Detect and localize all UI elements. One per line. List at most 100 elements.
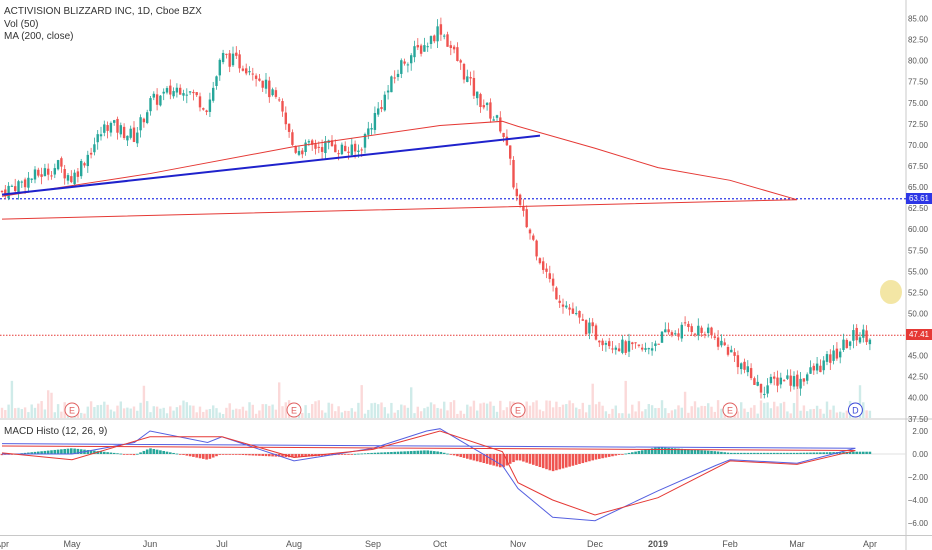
earnings-marker[interactable] — [64, 402, 80, 418]
macd-histogram-bar — [664, 447, 667, 454]
candle-body — [713, 336, 716, 338]
price-tick-label: 72.50 — [908, 120, 929, 129]
volume-bar — [551, 407, 555, 418]
macd-histogram-bar — [182, 454, 185, 455]
earnings-marker[interactable] — [286, 402, 302, 418]
candle-body — [697, 325, 700, 336]
macd-histogram-bar — [409, 451, 413, 454]
candle-body — [334, 144, 337, 153]
candle-body — [683, 322, 687, 324]
macd-histogram-bar — [33, 451, 37, 454]
volume-bar — [400, 404, 403, 418]
candle-body — [720, 340, 723, 346]
support-price-tag: 63.61 — [906, 193, 932, 204]
candle-body — [192, 91, 195, 94]
candle-body — [779, 377, 782, 385]
candle-body — [195, 92, 198, 96]
macd-histogram-bar — [159, 450, 162, 454]
macd-histogram-bar — [0, 454, 4, 456]
candle-body — [654, 343, 657, 346]
volume-bar — [370, 403, 373, 418]
candle-body — [390, 76, 393, 93]
time-tick-label: Mar — [789, 539, 805, 549]
volume-bar — [383, 407, 386, 418]
macd-histogram-bar — [489, 454, 492, 465]
earnings-marker[interactable] — [510, 402, 526, 418]
volume-bar — [842, 412, 845, 418]
candle-body — [842, 339, 845, 350]
macd-histogram-bar — [343, 454, 347, 455]
dividend-marker[interactable] — [847, 402, 863, 418]
macd-histogram-bar — [670, 448, 674, 454]
macd-histogram-bar — [462, 454, 466, 458]
macd-histogram-bar — [703, 450, 707, 454]
macd-histogram-bar — [136, 453, 139, 455]
volume-bar — [683, 391, 687, 418]
candle-body — [50, 175, 53, 177]
macd-histogram-bar — [591, 454, 594, 461]
macd-histogram-bar — [812, 452, 816, 454]
candle-body — [33, 169, 37, 180]
symbol-legend[interactable]: ACTIVISION BLIZZARD INC, 1D, Cboe BZX — [4, 6, 202, 17]
volume-bar — [502, 410, 505, 418]
candle-body — [393, 77, 396, 79]
candle-body — [353, 143, 357, 152]
volume-bar — [815, 405, 819, 418]
candle-body — [93, 144, 96, 153]
volume-bar — [700, 405, 703, 418]
macd-histogram-bar — [73, 448, 76, 454]
candle-body — [868, 339, 872, 345]
macd-histogram-bar — [713, 451, 717, 454]
candle-body — [759, 383, 763, 393]
candle-body — [815, 363, 819, 371]
time-tick-label: Nov — [510, 539, 527, 549]
candle-body — [674, 333, 677, 335]
price-tick-label: 42.50 — [908, 373, 929, 382]
macd-histogram-bar — [132, 454, 136, 456]
volume-bar — [466, 404, 469, 418]
candle-body — [317, 146, 320, 148]
volume-bar — [179, 405, 182, 418]
volume-bar — [278, 382, 281, 418]
macd-histogram-bar — [551, 454, 555, 472]
candle-body — [228, 53, 231, 67]
macd-tick-label: −4.00 — [908, 496, 929, 505]
candle-body — [753, 378, 756, 385]
candle-body — [631, 342, 634, 345]
volume-bar — [436, 407, 439, 418]
macd-legend[interactable]: MACD Histo (12, 26, 9) — [4, 426, 108, 437]
earnings-marker[interactable] — [722, 402, 738, 418]
candle-body — [512, 159, 515, 188]
macd-histogram-bar — [76, 448, 80, 454]
macd-histogram-bar — [258, 454, 261, 456]
macd-histogram-bar — [581, 454, 585, 464]
macd-histogram-bar — [281, 454, 284, 457]
volume-bar — [677, 405, 680, 418]
macd-histogram-bar — [700, 450, 703, 454]
candle-body — [848, 341, 852, 346]
macd-histogram-bar — [753, 452, 756, 454]
volume-bar — [208, 408, 212, 418]
macd-histogram-bar — [508, 454, 512, 464]
volume-bar — [779, 403, 782, 418]
candle-body — [357, 150, 360, 152]
volume-bar — [578, 409, 581, 418]
candle-body — [410, 55, 413, 64]
volume-legend[interactable]: Vol (50) — [4, 19, 39, 30]
volume-bar — [413, 413, 416, 418]
volume-bar — [20, 409, 23, 418]
volume-bar — [122, 408, 126, 418]
volume-bar — [631, 404, 634, 418]
ma-legend[interactable]: MA (200, close) — [4, 31, 74, 42]
volume-bar — [858, 385, 862, 418]
candle-body — [281, 101, 284, 112]
volume-bar — [862, 402, 865, 418]
trendline-path[interactable] — [1, 134, 541, 196]
volume-bar — [33, 407, 37, 418]
macd-histogram-bar — [697, 449, 700, 454]
macd-histogram-bar — [469, 454, 472, 460]
macd-histogram-bar — [231, 454, 235, 455]
macd-histogram-bar — [769, 452, 773, 454]
